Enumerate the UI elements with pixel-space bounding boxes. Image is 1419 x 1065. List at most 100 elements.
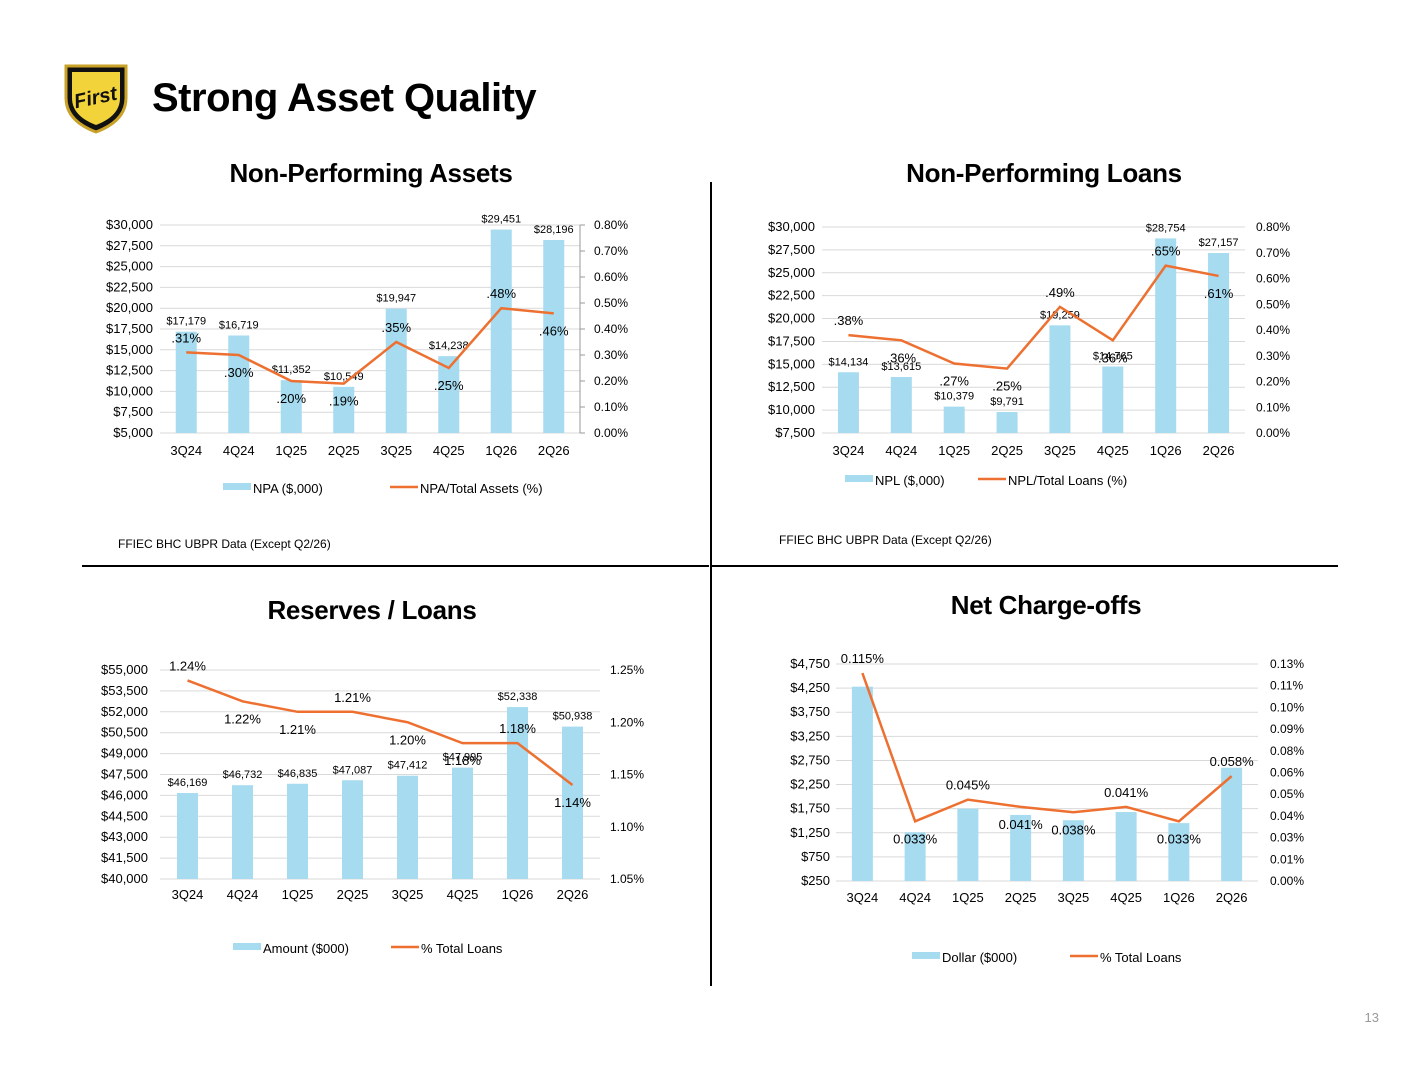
nco-y-left-tick: $1,250 [790, 825, 830, 840]
nco-line-label: 0.058% [1210, 754, 1255, 769]
npa-bar-label: $11,352 [272, 364, 311, 376]
nco-y-right-tick: 0.05% [1270, 787, 1304, 801]
npl-y-right-tick: 0.70% [1256, 246, 1290, 260]
reserves-bar-label: $52,338 [498, 691, 538, 703]
npa-legend-line-label: NPA/Total Assets (%) [420, 481, 543, 496]
npa-legend-bar-label: NPA ($,000) [253, 481, 323, 496]
nco-y-right-tick: 0.01% [1270, 852, 1304, 866]
npa-bar [228, 335, 250, 433]
npa-y-right-tick: 0.40% [594, 322, 628, 336]
nco-y-right-tick: 0.04% [1270, 809, 1304, 823]
reserves-y-right-tick: 1.10% [610, 820, 644, 834]
nco-y-right-tick: 0.00% [1270, 874, 1304, 888]
reserves-line-label: 1.18% [499, 721, 536, 736]
nco-bar [1062, 820, 1084, 881]
nco-bar [904, 832, 926, 881]
npa-x-tick: 4Q24 [223, 443, 255, 458]
reserves-bar-label: $50,938 [553, 711, 593, 723]
nco-y-left-tick: $2,250 [790, 777, 830, 792]
npa-y-right-tick: 0.30% [594, 348, 628, 362]
npl-y-left-tick: $10,000 [768, 402, 815, 417]
npl-y-right-tick: 0.00% [1256, 426, 1290, 440]
nco-bar [1221, 767, 1243, 881]
reserves-y-left-tick: $47,500 [101, 767, 148, 782]
npl-bar [890, 377, 912, 433]
company-logo: First [64, 64, 128, 134]
nco-legend-bar-swatch [912, 952, 940, 959]
reserves-bar [177, 793, 198, 879]
nco-line-label: 0.041% [1104, 785, 1149, 800]
reserves-bar [452, 767, 473, 879]
nco-y-right-tick: 0.03% [1270, 831, 1304, 845]
nco-bar [1115, 812, 1137, 881]
npl-line-label: .65% [1151, 244, 1181, 259]
npl-y-left-tick: $17,500 [768, 333, 815, 348]
npa-line-label: .31% [171, 330, 201, 345]
reserves-bar-label: $46,169 [168, 777, 208, 789]
npa-line-label: .46% [539, 323, 569, 338]
reserves-y-right-tick: 1.20% [610, 715, 644, 729]
reserves-x-tick: 3Q24 [172, 887, 204, 902]
nco-line-label: 0.045% [946, 778, 991, 793]
npl-bar-label: $9,791 [990, 396, 1024, 408]
npa-bar-label: $19,947 [376, 293, 416, 305]
npl-bar [1049, 325, 1071, 433]
npa-y-right-tick: 0.80% [594, 218, 628, 232]
npa-bar [333, 386, 355, 433]
reserves-legend-bar-swatch [233, 943, 261, 950]
reserves-line-label: 1.24% [169, 658, 206, 673]
npl-y-left-tick: $12,500 [768, 379, 815, 394]
npa-y-left-tick: $10,000 [106, 383, 153, 398]
reserves-bar-label: $46,732 [223, 769, 263, 781]
npa-bar-label: $17,179 [166, 316, 206, 328]
reserves-y-left-tick: $55,000 [101, 662, 148, 677]
npa-line-label: .35% [381, 320, 411, 335]
nco-line-label: 0.041% [999, 817, 1044, 832]
npa-y-left-tick: $15,000 [106, 342, 153, 357]
nco-x-tick: 1Q26 [1163, 890, 1195, 905]
reserves-x-tick: 4Q24 [227, 887, 259, 902]
reserves-x-tick: 2Q26 [557, 887, 589, 902]
npl-bar-label: $14,134 [829, 356, 869, 368]
npl-bar-label: $19,259 [1040, 309, 1080, 321]
reserves-x-tick: 1Q26 [502, 887, 534, 902]
nco-y-right-tick: 0.08% [1270, 744, 1304, 758]
npa-x-tick: 3Q24 [170, 443, 202, 458]
npl-y-right-tick: 0.10% [1256, 400, 1290, 414]
reserves-x-tick: 3Q25 [392, 887, 424, 902]
npa-y-left-tick: $22,500 [106, 279, 153, 294]
nco-x-tick: 3Q24 [846, 890, 878, 905]
npa-bar [490, 229, 512, 433]
npl-line-label: .61% [1204, 286, 1234, 301]
npl-y-left-tick: $27,500 [768, 242, 815, 257]
reserves-line-label: 1.14% [554, 795, 591, 810]
npl-line-label: .27% [939, 373, 969, 388]
npa-x-tick: 1Q26 [485, 443, 517, 458]
npa-bar-label: $28,196 [534, 224, 574, 236]
npl-bar [943, 406, 965, 433]
nco-y-left-tick: $3,750 [790, 704, 830, 719]
npa-y-right-tick: 0.60% [594, 270, 628, 284]
reserves-y-right-tick: 1.05% [610, 872, 644, 886]
npl-x-tick: 3Q24 [833, 443, 865, 458]
npl-panel-title: Non-Performing Loans [906, 158, 1182, 188]
reserves-x-tick: 2Q25 [337, 887, 369, 902]
reserves-bar [562, 726, 583, 879]
npa-y-right-tick: 0.70% [594, 244, 628, 258]
reserves-y-left-tick: $52,000 [101, 704, 148, 719]
nco-x-tick: 2Q25 [1005, 890, 1037, 905]
npa-y-right-tick: 0.20% [594, 374, 628, 388]
npl-y-right-tick: 0.30% [1256, 349, 1290, 363]
nco-panel-title: Net Charge-offs [950, 590, 1142, 620]
npa-y-left-tick: $7,500 [113, 404, 153, 419]
nco-y-left-tick: $250 [801, 873, 830, 888]
npa-bar-label: $29,451 [481, 214, 521, 226]
reserves-line-label: 1.20% [389, 732, 426, 747]
reserves-y-left-tick: $41,500 [101, 850, 148, 865]
reserves-line-series [187, 679, 574, 786]
npl-bar [837, 372, 859, 433]
npa-bar [385, 308, 407, 433]
reserves-line-label: 1.22% [224, 711, 261, 726]
npl-line-label: .36% [886, 350, 916, 365]
npl-y-left-tick: $20,000 [768, 311, 815, 326]
